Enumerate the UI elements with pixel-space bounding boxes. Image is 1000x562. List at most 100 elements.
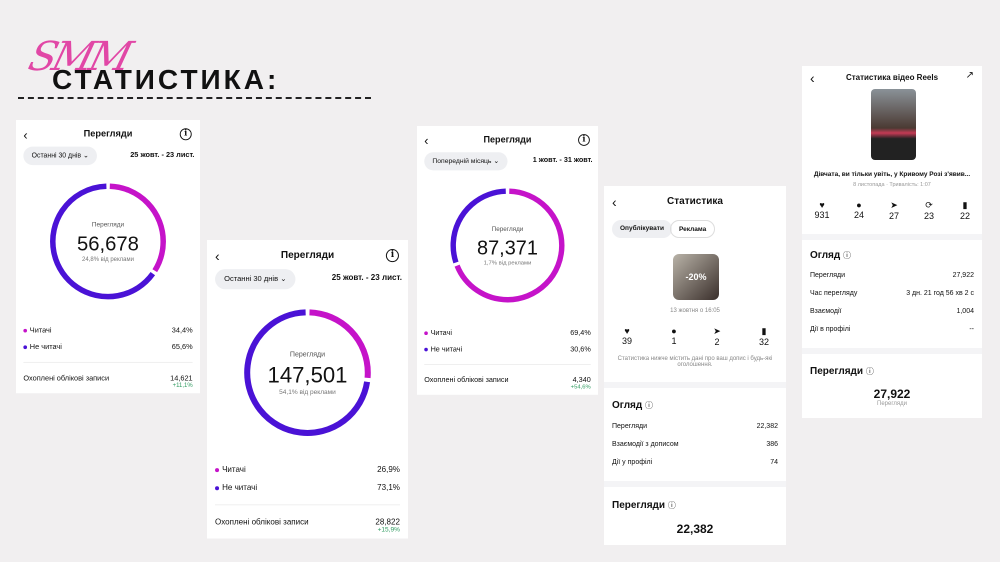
info-icon[interactable]: ⓘ bbox=[667, 501, 676, 510]
nonfollowers-row: Не читачі 73,1% bbox=[215, 483, 400, 492]
followers-row: Читачі 26,9% bbox=[215, 465, 400, 474]
ads-share: 1,7% від реклами bbox=[483, 259, 532, 267]
info-icon[interactable]: ⓘ bbox=[843, 251, 852, 260]
stat-comment: ● 1 bbox=[659, 326, 689, 346]
reel-caption: Дівчата, ви тільки увіть, у Кривому Розі… bbox=[813, 171, 971, 178]
donut-segment-followers bbox=[450, 188, 565, 303]
info-icon[interactable]: ⓘ bbox=[645, 401, 654, 410]
reach-row: Охоплені облікові записи 4,340 +54,6% bbox=[424, 375, 591, 391]
center-label: Перегляди bbox=[91, 222, 125, 229]
period-dropdown[interactable]: Попередній місяць ⌄ bbox=[424, 152, 508, 171]
section-separator bbox=[802, 234, 982, 240]
overview-row: Взаємодії з дописом 386 bbox=[612, 441, 778, 448]
overview-row: Перегляди 22,382 bbox=[612, 423, 778, 430]
stat-bookmark: ▮ 22 bbox=[950, 200, 980, 221]
overview-row: Взаємодії 1,004 bbox=[810, 308, 974, 315]
heart-icon: ♥ bbox=[624, 326, 630, 336]
followers-row: Читачі 69,4% bbox=[424, 329, 591, 337]
period-dropdown[interactable]: Останні 30 днів ⌄ bbox=[23, 146, 98, 166]
back-icon[interactable]: ‹ bbox=[23, 127, 28, 143]
dashed-divider bbox=[18, 97, 371, 99]
back-icon[interactable]: ‹ bbox=[424, 133, 429, 148]
followers-dot bbox=[215, 468, 220, 473]
views-panel: ‹ Перегляди i Попередній місяць ⌄ 1 жовт… bbox=[417, 126, 598, 395]
date-range: 1 жовт. - 31 жовт. bbox=[532, 155, 593, 165]
back-icon[interactable]: ‹ bbox=[612, 194, 617, 210]
stat-value: 931 bbox=[814, 210, 830, 220]
stat-value: 27 bbox=[888, 211, 899, 221]
chevron-down-icon: ⌄ bbox=[280, 274, 287, 284]
stats-note: Статистика нижче містить дані про ваш до… bbox=[617, 356, 773, 368]
info-icon[interactable]: i bbox=[179, 128, 192, 141]
stat-heart: ♥ 931 bbox=[807, 200, 837, 220]
date-range: 25 жовт. - 23 лист. bbox=[331, 273, 402, 283]
overview-row: Перегляди 27,922 bbox=[810, 272, 974, 279]
period-dropdown[interactable]: Останні 30 днів ⌄ bbox=[215, 269, 296, 290]
reach-row: Охоплені облікові записи 28,822 +15,9% bbox=[215, 517, 400, 534]
followers-dot bbox=[23, 328, 28, 333]
stat-value: 1 bbox=[671, 336, 677, 346]
tab-ads[interactable]: Реклама bbox=[670, 220, 716, 238]
info-icon[interactable]: ⓘ bbox=[865, 367, 874, 376]
panel-title: Перегляди bbox=[280, 250, 335, 262]
section-separator bbox=[604, 382, 786, 388]
donut-segment-followers bbox=[244, 309, 371, 436]
stat-value: 39 bbox=[621, 336, 632, 346]
stat-bookmark: ▮ 32 bbox=[749, 326, 779, 347]
center-label: Перегляди bbox=[491, 226, 524, 233]
panel-title: Перегляди bbox=[483, 135, 532, 146]
donut-segment-nonfollowers bbox=[450, 188, 565, 303]
share-icon: ➤ bbox=[713, 326, 721, 336]
bookmark-icon: ▮ bbox=[962, 200, 968, 210]
heart-icon: ♥ bbox=[819, 200, 825, 210]
stat-share: ➤ 2 bbox=[702, 326, 732, 347]
overview-title: Огляд ⓘ bbox=[810, 250, 852, 261]
views-sub: Перегляди bbox=[877, 401, 907, 407]
views-total: 56,678 bbox=[77, 232, 139, 256]
stat-value: 2 bbox=[714, 337, 720, 347]
nonfollowers-row: Не читачі 30,6% bbox=[424, 345, 591, 353]
nonfollowers-dot bbox=[424, 347, 428, 352]
nonfollowers-dot bbox=[215, 486, 220, 491]
views-title: Перегляди ⓘ bbox=[612, 500, 676, 511]
views-donut bbox=[450, 188, 565, 303]
stat-comment: ● 24 bbox=[844, 200, 874, 220]
stat-heart: ♥ 39 bbox=[612, 326, 642, 346]
reel-thumbnail[interactable] bbox=[871, 89, 916, 160]
chevron-down-icon: ⌄ bbox=[83, 151, 89, 160]
comment-icon: ● bbox=[671, 326, 677, 336]
views-total: 27,922 bbox=[873, 387, 911, 401]
views-total: 147,501 bbox=[267, 362, 348, 388]
trend-icon[interactable]: ↗ bbox=[965, 70, 974, 81]
views-total: 22,382 bbox=[676, 522, 714, 536]
donut-segment-nonfollowers bbox=[244, 309, 371, 436]
views-donut bbox=[244, 309, 371, 436]
repost-icon: ⟳ bbox=[925, 200, 933, 210]
stat-value: 23 bbox=[923, 211, 934, 221]
post-thumbnail[interactable]: -20% bbox=[673, 254, 719, 300]
back-icon[interactable]: ‹ bbox=[810, 70, 815, 86]
views-panel: ‹ Перегляди i Останні 30 днів ⌄ 25 жовт.… bbox=[207, 240, 408, 539]
views-donut bbox=[50, 183, 166, 300]
back-icon[interactable]: ‹ bbox=[215, 248, 220, 265]
section-separator bbox=[604, 481, 786, 487]
overview-row: Дії у профілі 74 bbox=[612, 459, 778, 466]
panel-title: Статистика bbox=[667, 196, 723, 207]
period-label: Попередній місяць bbox=[432, 156, 492, 165]
info-icon[interactable]: i bbox=[385, 249, 399, 263]
stat-value: 22 bbox=[959, 211, 970, 221]
stat-repost: ⟳ 23 bbox=[914, 200, 944, 221]
tab-published[interactable]: Опублікувати bbox=[612, 220, 672, 238]
reels-stats-panel: ‹ Статистика відео Reels ↗ Дівчата, ви т… bbox=[802, 66, 982, 418]
period-label: Останні 30 днів bbox=[224, 274, 279, 284]
post-stats-panel: ‹ Статистика Опублікувати Реклама -20% 1… bbox=[604, 186, 786, 545]
stat-value: 32 bbox=[758, 337, 769, 347]
info-icon[interactable]: i bbox=[578, 134, 590, 146]
share-icon: ➤ bbox=[890, 200, 898, 210]
reach-row: Охоплені облікові записи 14,621 +11,1% bbox=[23, 373, 193, 389]
views-panel: ‹ Перегляди i Останні 30 днів ⌄ 25 жовт.… bbox=[16, 120, 200, 394]
ads-share: 54,1% від реклами bbox=[279, 388, 336, 396]
ads-share: 24,8% від реклами bbox=[82, 256, 134, 263]
period-label: Останні 30 днів bbox=[31, 151, 82, 160]
followers-row: Читачі 34,4% bbox=[23, 326, 193, 334]
